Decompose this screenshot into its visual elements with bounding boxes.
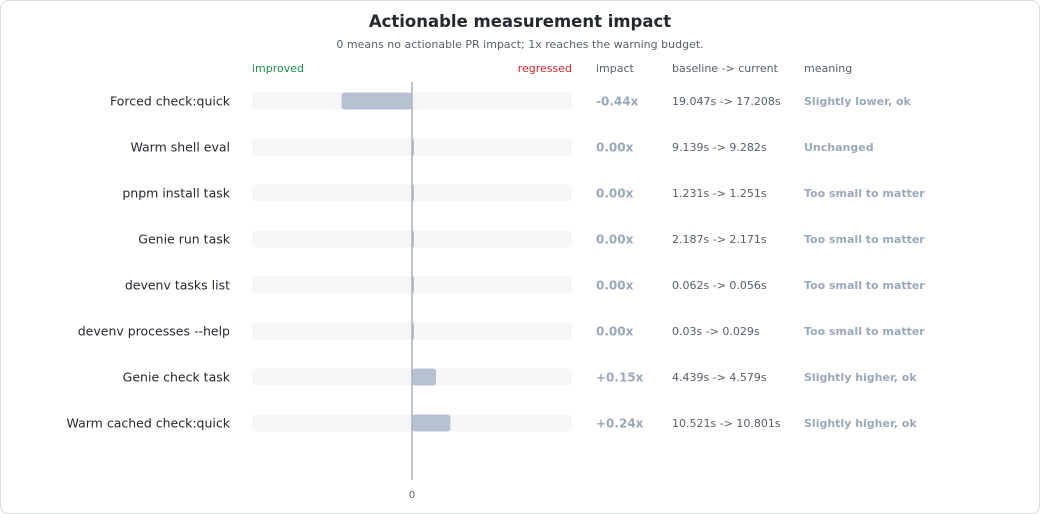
meaning-column-header: meaning: [804, 62, 853, 75]
row-label: pnpm install task: [122, 186, 230, 201]
chart-subtitle: 0 means no actionable PR impact; 1x reac…: [336, 38, 704, 51]
meaning-value: Slightly lower, ok: [804, 95, 912, 108]
meaning-value: Too small to matter: [804, 233, 925, 246]
impact-bar: [341, 92, 412, 110]
baseline-current-value: 0.062s -> 0.056s: [672, 279, 767, 292]
meaning-value: Unchanged: [804, 141, 874, 154]
regressed-direction-label: regressed: [517, 62, 572, 75]
baseline-current-value: 10.521s -> 10.801s: [672, 417, 781, 430]
row-label: devenv processes --help: [78, 324, 230, 339]
impact-column-header: impact: [596, 62, 634, 75]
baseline-current-value: 0.03s -> 0.029s: [672, 325, 760, 338]
chart-title: Actionable measurement impact: [368, 12, 672, 31]
impact-value: 0.00x: [596, 325, 634, 339]
baseline-current-value: 19.047s -> 17.208s: [672, 95, 781, 108]
meaning-value: Slightly higher, ok: [804, 371, 917, 384]
baseline-current-value: 4.439s -> 4.579s: [672, 371, 767, 384]
meaning-value: Too small to matter: [804, 325, 925, 338]
x-tick-label: 0: [409, 490, 415, 501]
meaning-value: Too small to matter: [804, 279, 925, 292]
impact-value: 0.00x: [596, 141, 634, 155]
impact-bar: [412, 368, 436, 386]
row-label: Genie check task: [123, 370, 231, 385]
impact-value: 0.00x: [596, 187, 634, 201]
impact-value: -0.44x: [596, 95, 639, 109]
improved-direction-label: improved: [252, 62, 305, 75]
row-label: Warm shell eval: [130, 140, 230, 155]
baseline-current-value: 9.139s -> 9.282s: [672, 141, 767, 154]
baseline-current-value: 2.187s -> 2.171s: [672, 233, 767, 246]
row-label: Warm cached check:quick: [67, 416, 231, 431]
row-label: Genie run task: [138, 232, 230, 247]
impact-value: 0.00x: [596, 279, 634, 293]
meaning-value: Slightly higher, ok: [804, 417, 917, 430]
baseline-column-header: baseline -> current: [672, 62, 778, 75]
meaning-value: Too small to matter: [804, 187, 925, 200]
row-label: devenv tasks list: [125, 278, 230, 293]
impact-value: 0.00x: [596, 233, 634, 247]
impact-value: +0.15x: [596, 371, 644, 385]
impact-bar: [412, 414, 451, 432]
row-label: Forced check:quick: [110, 94, 231, 109]
impact-value: +0.24x: [596, 417, 644, 431]
baseline-current-value: 1.231s -> 1.251s: [672, 187, 767, 200]
